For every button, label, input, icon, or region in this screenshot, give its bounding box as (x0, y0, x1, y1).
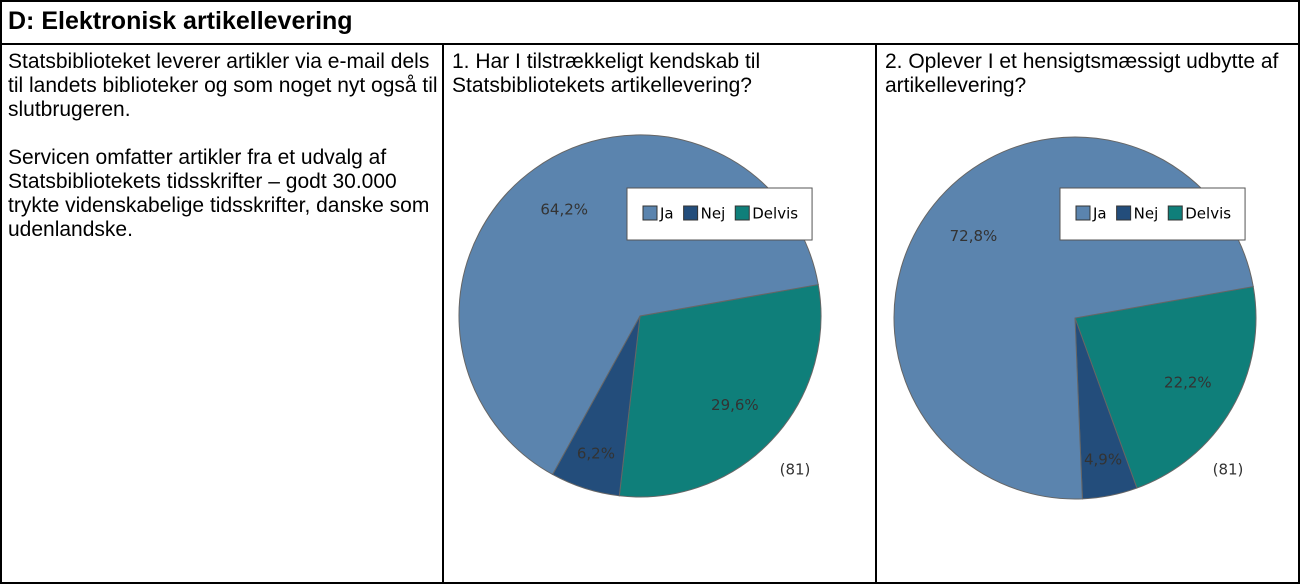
slice-label: 64,2% (540, 200, 588, 218)
slice-label: 29,6% (711, 396, 759, 414)
legend-label: Delvis (1185, 205, 1231, 223)
legend-label: Nej (1134, 205, 1159, 223)
paragraph: Servicen omfatter artikler fra et udvalg… (8, 146, 430, 241)
legend-swatch (1116, 205, 1132, 221)
annotation: (81) (780, 461, 811, 479)
paragraph: Statsbiblioteket leverer artikler via e-… (8, 50, 438, 121)
section-title: D: Elektronisk artikellevering (8, 7, 353, 35)
legend-box (1059, 187, 1246, 241)
slice-label: 4,9% (1084, 451, 1122, 469)
pie-slice (618, 283, 822, 498)
legend-label: Ja (1092, 205, 1107, 223)
chart-title: 1. Har I tilstrækkeligt kendskab til Sta… (452, 50, 761, 97)
legend-label: Nej (701, 205, 726, 223)
legend-swatch (1167, 205, 1183, 221)
slice-label: 22,2% (1164, 374, 1212, 392)
legend-swatch (1075, 205, 1091, 221)
slice-label: 6,2% (577, 444, 615, 462)
annotation: (81) (1213, 461, 1244, 479)
legend-label: Ja (659, 205, 674, 223)
legend-box (626, 187, 813, 241)
intro-text: Statsbiblioteket leverer artikler via e-… (8, 50, 438, 266)
legend-swatch (642, 205, 658, 221)
legend-swatch (734, 205, 750, 221)
pie-slice (1074, 285, 1257, 489)
legend-swatch (683, 205, 699, 221)
slice-label: 72,8% (950, 227, 998, 245)
chart-title: 2. Oplever I et hensigtsmæssigt udbytte … (885, 50, 1279, 97)
legend-label: Delvis (752, 205, 798, 223)
